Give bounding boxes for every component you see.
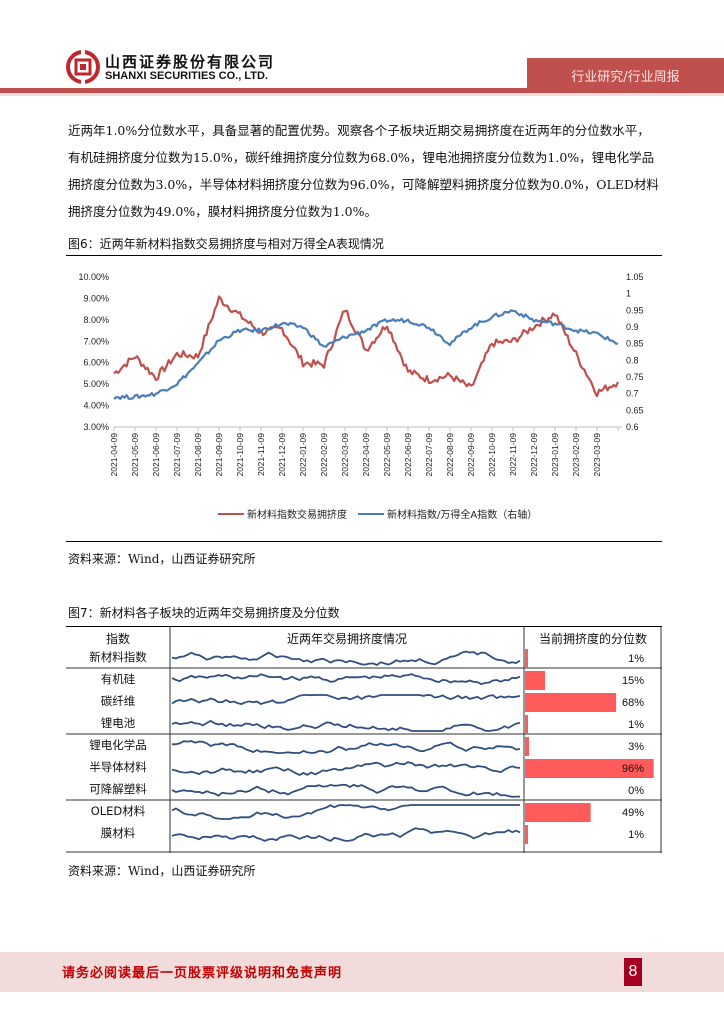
svg-text:OLED材料: OLED材料 (91, 804, 146, 818)
table-row: 膜材料 1% (101, 825, 644, 844)
svg-text:68%: 68% (622, 697, 644, 709)
svg-text:半导体材料: 半导体材料 (89, 760, 147, 774)
svg-text:1%: 1% (628, 719, 644, 731)
svg-text:膜材料: 膜材料 (101, 826, 136, 840)
svg-text:2022-08-09: 2022-08-09 (445, 433, 455, 477)
svg-text:96%: 96% (622, 763, 644, 775)
svg-text:2022-03-09: 2022-03-09 (340, 433, 350, 477)
svg-text:3.00%: 3.00% (83, 422, 109, 432)
svg-text:0.65: 0.65 (626, 405, 644, 415)
svg-text:2023-02-09: 2023-02-09 (571, 433, 581, 477)
subsector-crowding-table: 指数 近两年交易拥挤度情况 当前拥挤度的分位数新材料指数 1% 有机硅 15% 碳纤维 68%… (66, 627, 662, 853)
svg-text:2022-10-09: 2022-10-09 (487, 433, 497, 477)
svg-text:49%: 49% (622, 807, 644, 819)
svg-text:指数: 指数 (106, 631, 130, 646)
svg-text:2021-07-09: 2021-07-09 (172, 433, 182, 477)
svg-text:2022-11-09: 2022-11-09 (508, 433, 518, 476)
svg-text:8.00%: 8.00% (83, 315, 109, 325)
svg-text:2021-12-09: 2021-12-09 (277, 433, 287, 477)
footer-band (0, 952, 724, 992)
svg-text:2023-03-09: 2023-03-09 (592, 433, 602, 477)
figure6-top-rule (66, 255, 662, 256)
svg-text:2022-09-09: 2022-09-09 (466, 433, 476, 477)
svg-text:0.8: 0.8 (626, 355, 639, 365)
table-row: 半导体材料 96% (89, 759, 654, 778)
svg-text:1%: 1% (628, 829, 644, 841)
svg-text:2022-01-09: 2022-01-09 (298, 433, 308, 477)
svg-text:2023-01-09: 2023-01-09 (550, 433, 560, 477)
svg-text:0.9: 0.9 (626, 322, 639, 332)
svg-text:锂电化学品: 锂电化学品 (89, 738, 147, 752)
svg-text:0%: 0% (628, 785, 644, 797)
table-row: 可降解塑料 0% (89, 782, 644, 798)
section-label: 行业研究/行业周报 (527, 58, 724, 93)
svg-text:0.85: 0.85 (626, 339, 644, 349)
svg-text:2021-04-09: 2021-04-09 (109, 433, 119, 477)
svg-text:9.00%: 9.00% (83, 293, 109, 303)
svg-text:有机硅: 有机硅 (101, 672, 136, 686)
table-row: 碳纤维 68% (101, 693, 644, 712)
svg-text:新材料指数交易拥挤度: 新材料指数交易拥挤度 (247, 508, 347, 521)
footer-disclaimer[interactable]: 请务必阅读最后一页股票评级说明和免责声明 (62, 966, 343, 981)
body-paragraph: 近两年1.0%分位数水平，具备显著的配置优势。观察各个子板块近期交易拥挤度在近两… (68, 123, 659, 219)
table-row: 新材料指数 1% (89, 649, 644, 668)
svg-text:近两年交易拥挤度情况: 近两年交易拥挤度情况 (287, 631, 407, 646)
svg-text:锂电池: 锂电池 (101, 716, 136, 730)
svg-text:新材料指数: 新材料指数 (89, 650, 147, 664)
table-row: 锂电化学品 3% (89, 737, 644, 756)
svg-text:15%: 15% (622, 675, 644, 687)
svg-text:当前拥挤度的分位数: 当前拥挤度的分位数 (539, 631, 647, 646)
svg-text:2021-09-09: 2021-09-09 (214, 433, 224, 477)
svg-text:2022-02-09: 2022-02-09 (319, 433, 329, 477)
svg-text:1.05: 1.05 (626, 272, 644, 282)
svg-text:0.75: 0.75 (626, 372, 644, 382)
company-logo-icon (66, 50, 100, 84)
page-number: 8 (624, 958, 642, 986)
header-divider-shadow (0, 93, 724, 96)
svg-text:7.00%: 7.00% (83, 336, 109, 346)
svg-text:新材料指数/万得全A指数（右轴）: 新材料指数/万得全A指数（右轴） (387, 508, 537, 521)
figure7-top-rule (66, 626, 662, 627)
svg-text:1: 1 (626, 289, 631, 299)
svg-text:2021-10-09: 2021-10-09 (235, 433, 245, 477)
svg-text:2022-05-09: 2022-05-09 (382, 433, 392, 477)
crowding-line-chart: 3.00% 4.00% 5.00% 6.00% 7.00% 8.00% 9.00% 10.00… (78, 272, 644, 521)
figure6-bottom-rule (66, 541, 662, 542)
company-name-cn: 山西证券股份有限公司 (105, 53, 276, 71)
svg-text:2021-06-09: 2021-06-09 (151, 433, 161, 477)
svg-text:0.6: 0.6 (626, 422, 639, 432)
svg-text:1%: 1% (628, 653, 644, 665)
svg-text:0.7: 0.7 (626, 389, 639, 399)
figure7-source: 资料来源：Wind，山西证券研究所 (68, 864, 256, 878)
svg-text:5.00%: 5.00% (83, 379, 109, 389)
svg-text:碳纤维: 碳纤维 (101, 694, 136, 708)
table-row: 锂电池 1% (101, 715, 644, 734)
svg-text:可降解塑料: 可降解塑料 (89, 782, 147, 796)
svg-text:2022-12-09: 2022-12-09 (529, 433, 539, 477)
svg-text:4.00%: 4.00% (83, 401, 109, 411)
table-row: OLED材料 49% (91, 803, 644, 822)
svg-text:2021-08-09: 2021-08-09 (193, 433, 203, 477)
svg-text:2022-07-09: 2022-07-09 (424, 433, 434, 477)
svg-text:2022-06-09: 2022-06-09 (403, 433, 413, 477)
figure6-title: 图6：近两年新材料指数交易拥挤度与相对万得全A表现情况 (68, 237, 384, 251)
company-name-en: SHANXI SECURITIES CO., LTD. (105, 70, 268, 82)
table-row: 有机硅 15% (101, 671, 644, 690)
svg-text:3%: 3% (628, 741, 644, 753)
svg-text:2022-04-09: 2022-04-09 (361, 433, 371, 477)
svg-text:10.00%: 10.00% (78, 272, 109, 282)
svg-text:2021-11-09: 2021-11-09 (256, 433, 266, 476)
figure6-source: 资料来源：Wind，山西证券研究所 (68, 552, 256, 566)
svg-text:2021-05-09: 2021-05-09 (130, 433, 140, 477)
figure7-title: 图7：新材料各子板块的近两年交易拥挤度及分位数 (68, 606, 340, 620)
header-divider (0, 88, 724, 93)
svg-text:6.00%: 6.00% (83, 358, 109, 368)
svg-text:0.95: 0.95 (626, 305, 644, 315)
